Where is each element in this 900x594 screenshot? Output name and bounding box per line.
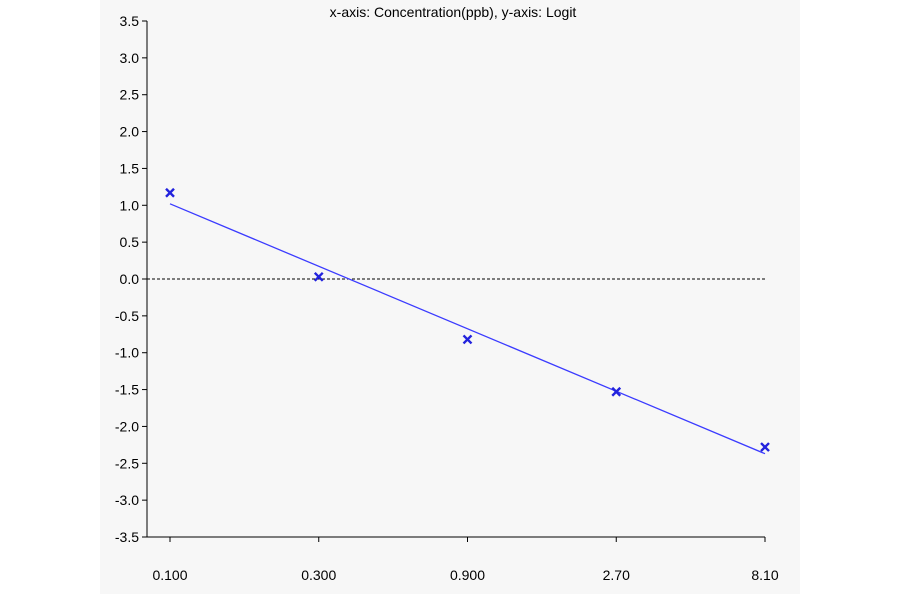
y-tick-label: -3.0 <box>115 492 139 508</box>
y-tick-label: 0.5 <box>120 234 140 250</box>
y-tick-label: -2.5 <box>115 455 139 471</box>
y-tick-label: 3.5 <box>120 13 140 29</box>
y-tick-label: 2.0 <box>120 124 140 140</box>
x-tick-label: 0.100 <box>152 567 187 583</box>
y-tick-label: 0.0 <box>120 271 140 287</box>
x-tick-label: 8.10 <box>751 567 778 583</box>
axes: 3.5 3.0 2.5 2.0 1.5 1.0 0.5 0.0 -0.5 -1.0 -1.5 -2.0… <box>115 13 779 583</box>
x-tick-label: 0.900 <box>450 567 485 583</box>
x-tick-label: 0.300 <box>301 567 336 583</box>
data-point <box>462 334 473 345</box>
y-tick-label: -1.0 <box>115 345 139 361</box>
fit-line-group <box>169 203 766 455</box>
data-point <box>313 271 324 282</box>
y-tick-label: 1.0 <box>120 197 140 213</box>
y-tick-label: -0.5 <box>115 308 139 324</box>
data-point-stroke <box>611 386 622 397</box>
y-tick-label: -2.0 <box>115 418 139 434</box>
fit-line <box>169 203 766 455</box>
y-tick-label: 3.0 <box>120 50 140 66</box>
data-point-stroke <box>313 271 324 282</box>
data-point-stroke <box>462 334 473 345</box>
chart-title: x-axis: Concentration(ppb), y-axis: Logi… <box>330 4 577 20</box>
data-point-stroke <box>165 187 175 198</box>
chart-panel <box>100 0 800 594</box>
data-point <box>760 442 770 452</box>
y-tick-label: -1.5 <box>115 382 139 398</box>
data-point <box>611 386 622 397</box>
x-tick-label: 2.70 <box>603 567 630 583</box>
y-tick-label: -3.5 <box>115 529 139 545</box>
y-tick-label: 1.5 <box>120 160 140 176</box>
data-point-stroke <box>760 442 770 452</box>
data-point <box>165 187 175 198</box>
data-points <box>165 187 770 452</box>
y-tick-label: 2.5 <box>120 87 140 103</box>
